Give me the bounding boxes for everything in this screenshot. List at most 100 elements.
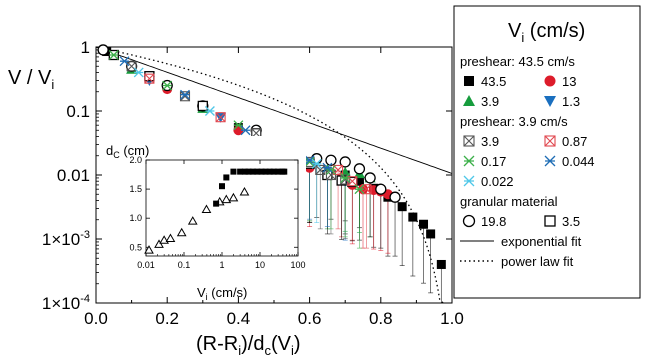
x-tick-label: 0.0 [84, 309, 108, 328]
inset-data-point [275, 168, 282, 175]
legend-item-label: 3.9 [481, 94, 499, 109]
exponential-fit-line [95, 46, 453, 174]
inset-data-point [249, 168, 256, 175]
inset-data-point [223, 174, 230, 181]
inset-data-point [221, 194, 232, 204]
inset-data-point [245, 168, 252, 175]
data-point [353, 163, 366, 175]
legend-entries: preshear: 43.5 cm/s 43.5 13 3.9 1.3 preshear:… [460, 54, 595, 269]
data-point [133, 67, 144, 78]
legend-marker [463, 95, 475, 106]
y-tick-label: 0.01 [57, 166, 90, 185]
y-tick-label: 0.1 [66, 102, 90, 121]
inset-y-tick-label: 0.5 [129, 242, 142, 252]
x-tick-label: 0.2 [155, 309, 179, 328]
data-point [311, 158, 322, 169]
data-point [397, 202, 407, 212]
inset-data-point [219, 183, 225, 190]
x-tick-label: 1.0 [440, 309, 464, 328]
power-law-fit-line [95, 46, 444, 304]
data-point [119, 56, 130, 67]
data-point [322, 162, 333, 173]
legend-marker [463, 175, 475, 187]
inset-data-point [262, 168, 269, 175]
inset-data-point [176, 227, 187, 237]
inset-data-point [154, 239, 164, 248]
legend-marker [464, 76, 474, 86]
legend-marker [462, 214, 476, 228]
inset-data-point [228, 192, 239, 202]
legend-item-label: 0.17 [481, 154, 506, 169]
inset-x-tick-label: 10 [255, 260, 265, 270]
inset-data-point [270, 168, 277, 175]
inset-x-tick-label: 0.01 [137, 260, 155, 270]
data-point [108, 50, 119, 60]
legend-line-label: power law fit [501, 254, 574, 269]
data-point [419, 219, 429, 229]
inset-data-point [266, 168, 273, 175]
data-point [389, 191, 401, 203]
legend-title: Vi (cm/s) [508, 20, 585, 45]
y-tick-label: 1×10-3 [42, 229, 90, 249]
x-tick-label: 0.6 [298, 309, 322, 328]
inset-points [144, 168, 288, 254]
legend-marker [463, 155, 475, 167]
legend-item-label: 1.3 [562, 94, 580, 109]
x-axis-label: (R-Ri)/dc(Vi) [196, 333, 301, 358]
legend-item-label: 19.8 [481, 214, 506, 229]
legend-marker [544, 135, 556, 147]
inset-data-point [281, 168, 288, 175]
data-point [426, 229, 436, 239]
legend-item-label: 13 [562, 74, 576, 89]
data-point [375, 183, 387, 195]
data-point [339, 156, 351, 168]
data-point [179, 91, 191, 102]
legend-group-heading: preshear: 3.9 cm/s [460, 114, 568, 129]
data-point [144, 73, 155, 84]
data-point [340, 172, 351, 183]
inset-data-point [187, 216, 198, 225]
inset-data-point [213, 200, 220, 207]
legend-item-label: 0.87 [562, 134, 587, 149]
inset-y-tick-label: 1.5 [129, 184, 142, 194]
data-point [180, 89, 190, 100]
inset-ticks: 0.01 0.1 1 10 100 0.5 1.0 1.5 2.0 [129, 155, 305, 270]
inset-data-point [241, 168, 248, 175]
data-point [354, 184, 365, 195]
inset-data-point [144, 245, 154, 254]
inset-data-point [258, 168, 265, 175]
legend-item-label: 3.5 [562, 214, 580, 229]
data-point [436, 259, 446, 269]
y-tick-label: 1×10-4 [42, 293, 90, 313]
data-point [215, 112, 226, 123]
legend-line-label: exponential fit [501, 234, 582, 249]
data-point [325, 154, 337, 166]
legend-marker [463, 135, 475, 147]
inset-x-label: Vi (cm/s) [197, 285, 247, 302]
legend-group-heading: preshear: 43.5 cm/s [460, 54, 575, 69]
legend-item-label: 43.5 [481, 74, 506, 89]
inset-x-tick-label: 100 [290, 260, 305, 270]
legend-marker [544, 215, 556, 227]
data-point [197, 100, 208, 112]
legend-marker [544, 96, 556, 107]
legend-item-label: 3.9 [481, 134, 499, 149]
x-tick-label: 0.4 [227, 309, 251, 328]
main-ticks: 0.0 0.2 0.4 0.6 0.8 1.0 1 0.1 0.01 1×10-3 1×10-4 [42, 38, 464, 328]
y-axis-label: V / Vi [8, 67, 54, 92]
inset-data-point [239, 186, 250, 196]
inset-y-label: dC (cm) [106, 143, 149, 160]
x-tick-label: 0.8 [369, 309, 393, 328]
inset-x-tick-label: 1 [219, 260, 224, 270]
inset-data-point [201, 204, 212, 213]
legend-marker [544, 155, 556, 167]
data-point [97, 44, 109, 56]
inset-y-tick-label: 2.0 [129, 155, 142, 165]
legend-marker [544, 75, 556, 87]
data-point [354, 176, 364, 186]
inset-data-point [254, 168, 261, 175]
legend-item-label: 0.044 [562, 154, 595, 169]
legend-box [453, 5, 641, 299]
data-point [240, 125, 251, 136]
